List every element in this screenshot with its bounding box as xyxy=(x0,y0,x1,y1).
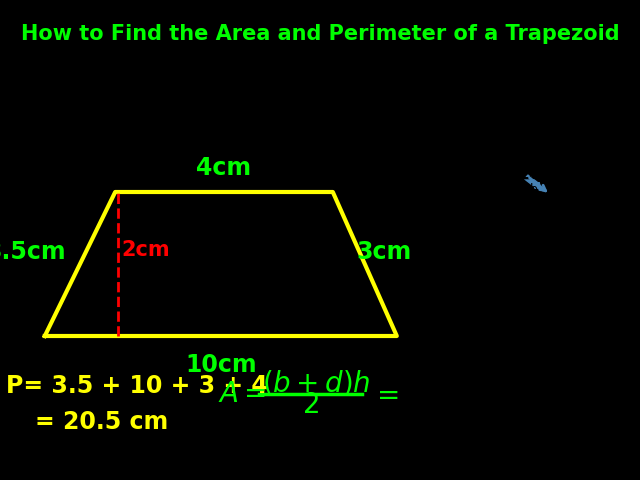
Text: $Area = \frac{1}{2}(b + d)h$: $Area = \frac{1}{2}(b + d)h$ xyxy=(426,206,522,228)
Text: c: c xyxy=(616,128,622,141)
Text: 2cm: 2cm xyxy=(122,240,170,260)
Text: P= 3.5 + 10 + 3 + 4: P= 3.5 + 10 + 3 + 4 xyxy=(6,374,268,398)
Text: 4cm: 4cm xyxy=(196,156,252,180)
Text: 3cm: 3cm xyxy=(356,240,412,264)
Text: Perimeter = a + b + c + d: Perimeter = a + b + c + d xyxy=(426,190,555,200)
Text: $(b+d)h$: $(b+d)h$ xyxy=(262,368,371,397)
Text: Trapezoid: Trapezoid xyxy=(429,39,502,52)
Text: $A=$: $A=$ xyxy=(218,380,266,408)
FancyArrow shape xyxy=(525,175,541,188)
Text: d: d xyxy=(519,68,527,81)
Text: a: a xyxy=(424,128,431,141)
Text: 3.5cm: 3.5cm xyxy=(0,240,66,264)
Text: $2$: $2$ xyxy=(302,391,319,419)
Text: $=$: $=$ xyxy=(371,380,399,408)
Text: h: h xyxy=(505,122,513,135)
Text: How to Find the Area and Perimeter of a Trapezoid: How to Find the Area and Perimeter of a … xyxy=(20,24,620,44)
Text: 10cm: 10cm xyxy=(185,353,257,377)
Text: b: b xyxy=(530,183,538,196)
Text: = 20.5 cm: = 20.5 cm xyxy=(35,410,168,434)
